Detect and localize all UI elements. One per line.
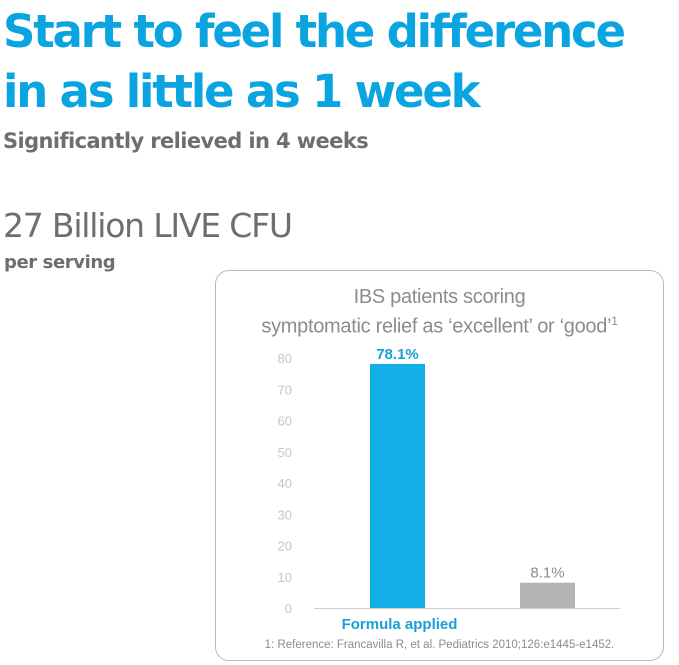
per-serving-label: per serving bbox=[4, 252, 116, 273]
bar-2 bbox=[520, 582, 575, 608]
bar-1-data-label: 78.1% bbox=[376, 346, 419, 363]
y-tick-label-60: 60 bbox=[278, 414, 292, 429]
category-label-1: Formula applied bbox=[342, 616, 458, 633]
y-tick-label-80: 80 bbox=[278, 351, 292, 366]
bar-1 bbox=[370, 363, 425, 608]
y-tick-label-40: 40 bbox=[278, 476, 292, 491]
y-tick-label-0: 0 bbox=[285, 601, 292, 616]
chart-title-line-2: symptomatic relief as ‘excellent’ or ‘go… bbox=[261, 315, 612, 338]
subheadline: Significantly relieved in 4 weeks bbox=[3, 129, 369, 153]
chart-title-line-1: IBS patients scoring bbox=[353, 286, 526, 308]
reference-footnote: 1: Reference: Francavilla R, et al. Pedi… bbox=[264, 639, 615, 651]
bar-2-data-label: 8.1% bbox=[530, 565, 564, 582]
chart-title-footnote: 1 bbox=[611, 314, 618, 328]
y-tick-label-20: 20 bbox=[278, 539, 292, 554]
y-tick-label-50: 50 bbox=[278, 445, 292, 460]
chart-panel bbox=[215, 270, 664, 661]
headline-line-1: Start to feel the difference bbox=[3, 5, 626, 58]
y-tick-label-30: 30 bbox=[278, 507, 292, 522]
headline: Start to feel the difference in as littl… bbox=[3, 2, 626, 122]
cfu-amount: 27 Billion LIVE CFU bbox=[3, 206, 293, 245]
chart-title: IBS patients scoring symptomatic relief … bbox=[215, 285, 664, 339]
y-tick-label-10: 10 bbox=[278, 570, 292, 585]
y-tick-label-70: 70 bbox=[278, 382, 292, 397]
headline-line-2: in as little as 1 week bbox=[3, 65, 481, 118]
